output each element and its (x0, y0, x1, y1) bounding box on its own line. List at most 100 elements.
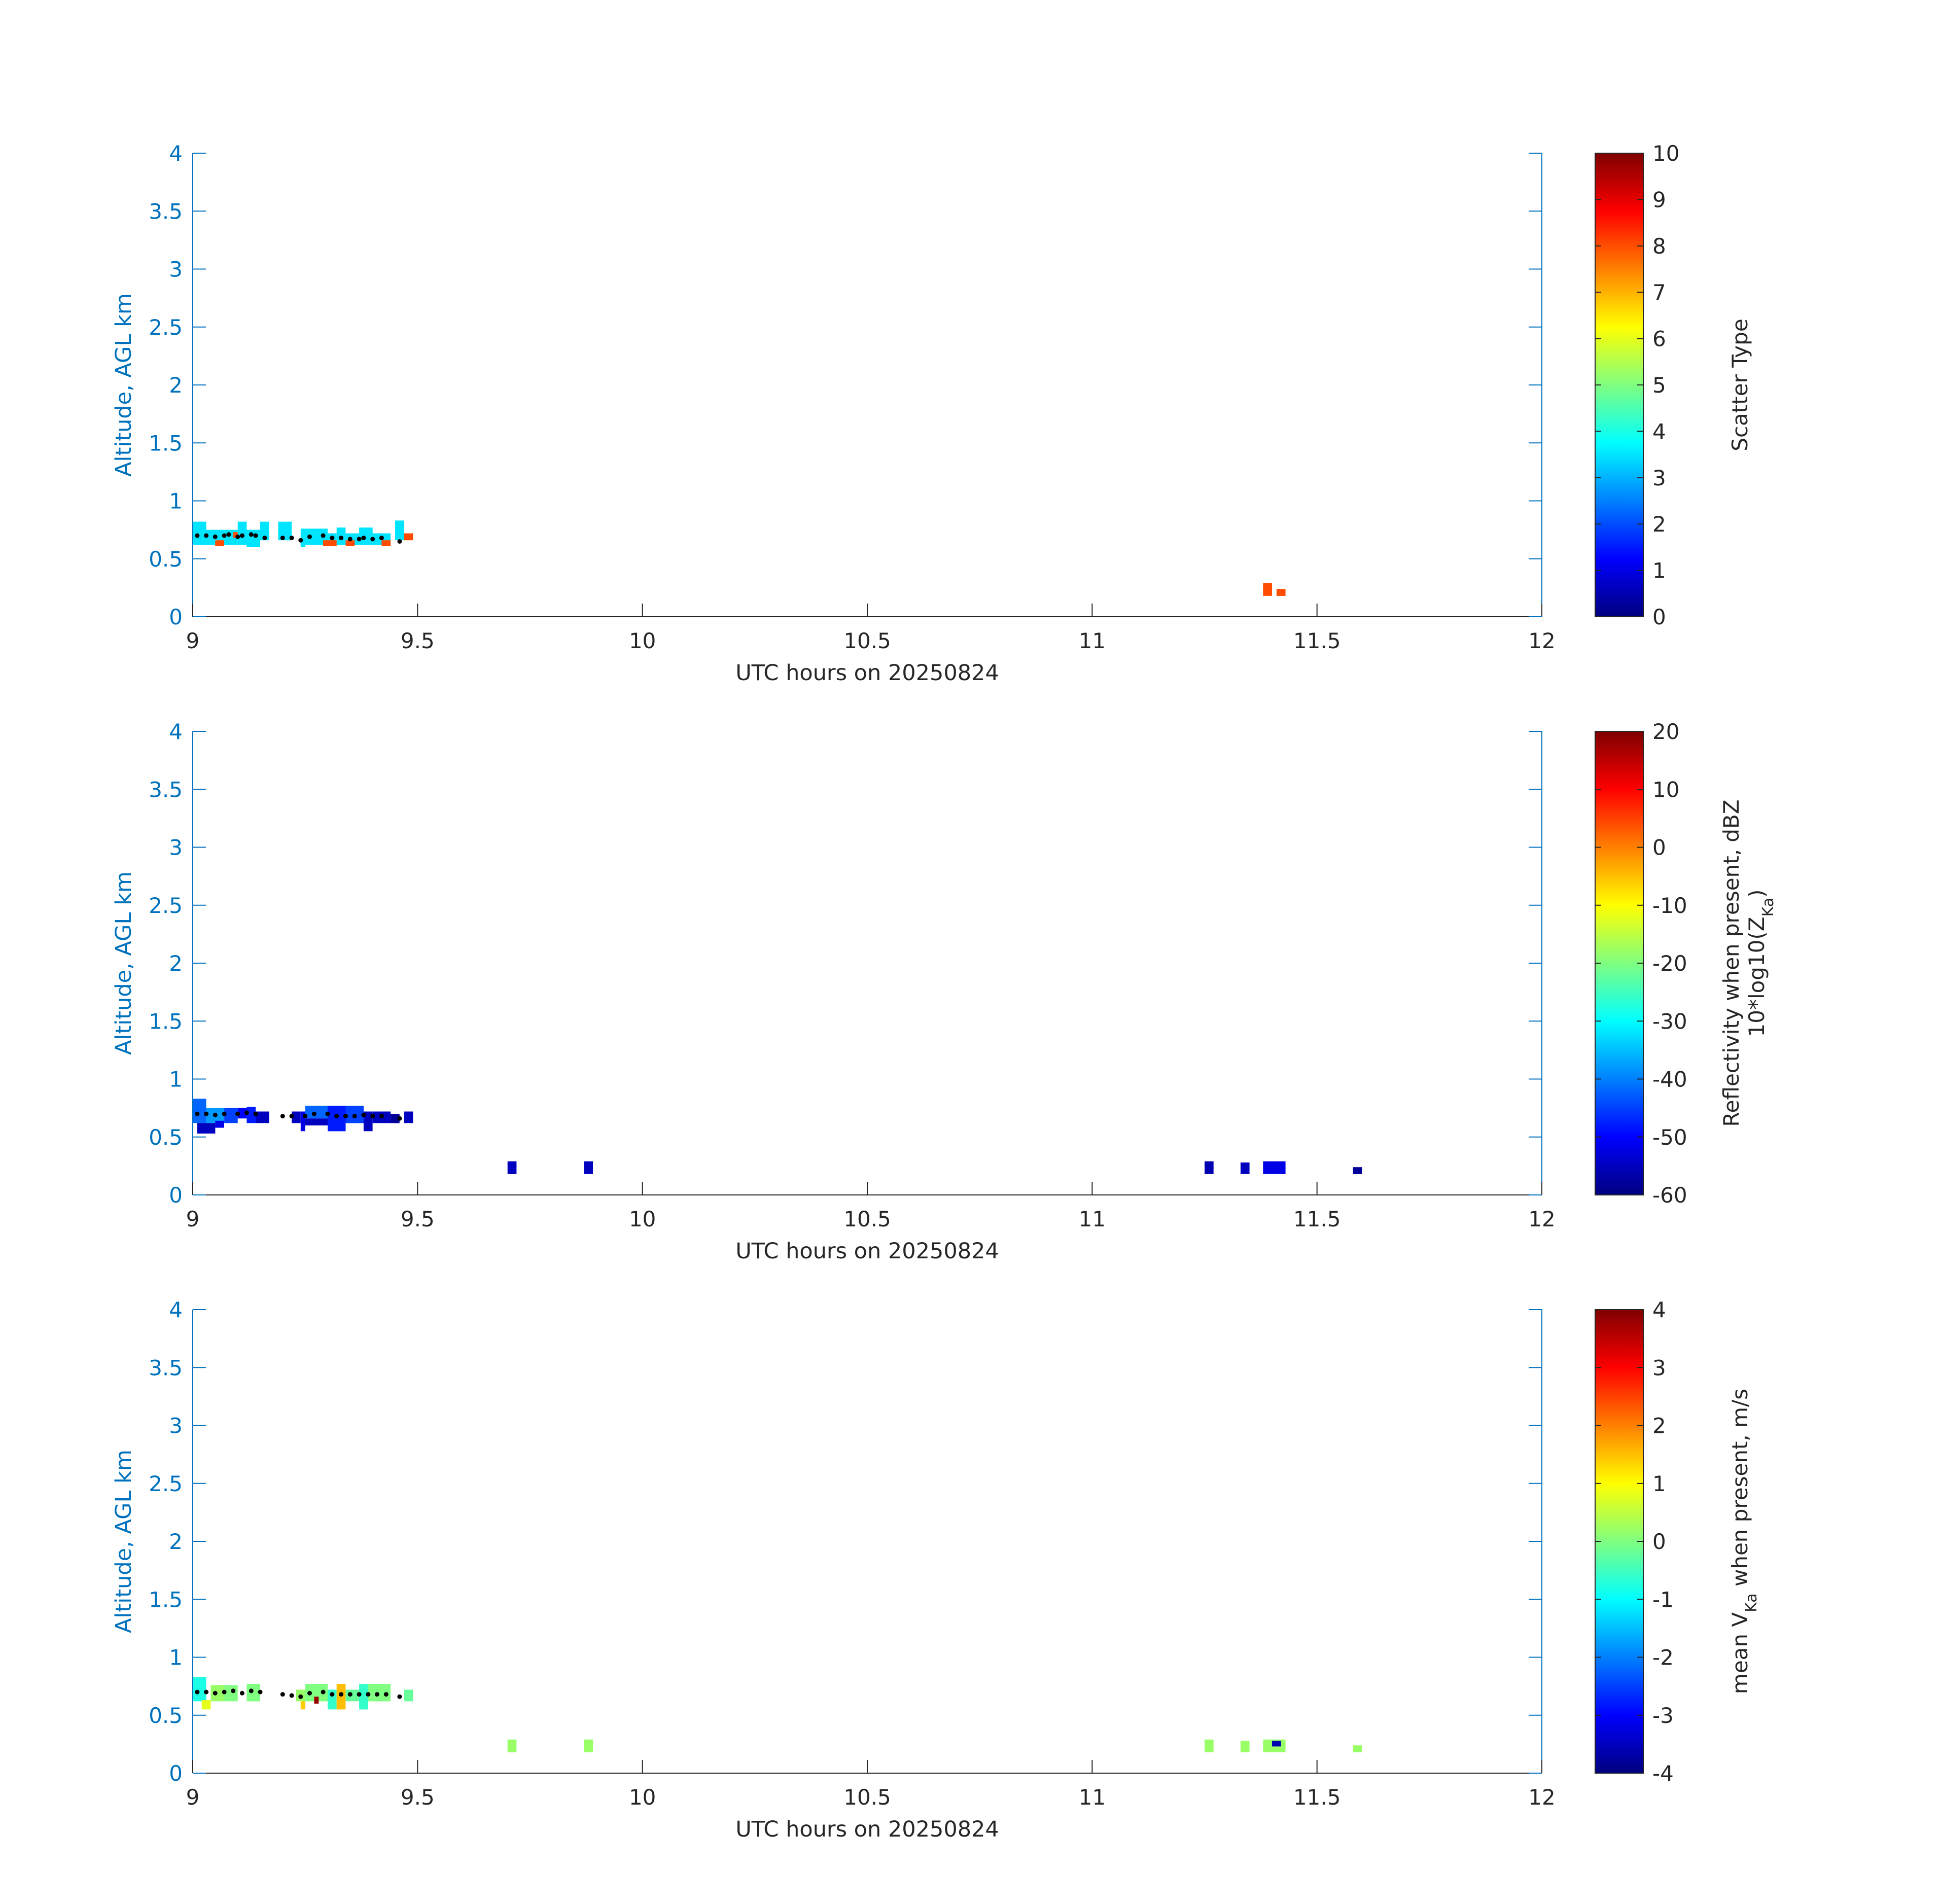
data-cell (1263, 1161, 1286, 1174)
base-marker (240, 1690, 244, 1696)
data-cell (233, 532, 238, 538)
colorbar-label: Reflectivity when present, dBZ (1719, 799, 1744, 1126)
colorbar-tick-label: 2 (1652, 1414, 1666, 1438)
y-tick-label: 1 (169, 489, 183, 514)
base-marker (347, 1692, 352, 1697)
colorbar-tick-label: -4 (1652, 1761, 1674, 1786)
y-tick-label: 4 (169, 719, 183, 744)
base-marker (379, 1114, 384, 1119)
y-tick-label: 2.5 (149, 1471, 183, 1496)
data-cell (246, 530, 260, 547)
base-marker (195, 533, 200, 538)
data-cell (314, 1697, 319, 1704)
data-cell (1240, 1162, 1250, 1174)
data-cell (404, 1111, 413, 1123)
base-marker (280, 1114, 285, 1119)
base-marker (244, 1110, 249, 1115)
base-marker (213, 534, 218, 539)
x-tick-label: 12 (1528, 1785, 1555, 1810)
y-tick-label: 3.5 (149, 777, 183, 802)
y-tick-label: 2 (169, 1529, 183, 1554)
colorbar-tick-label: -20 (1652, 951, 1687, 976)
colorbar-tick-label: -30 (1652, 1009, 1687, 1034)
colorbar-tick-label: 3 (1652, 466, 1666, 490)
data-cell (193, 1677, 206, 1702)
x-tick-label: 10.5 (843, 1785, 891, 1810)
colorbar-tick-label: -3 (1652, 1703, 1674, 1728)
base-marker (253, 533, 258, 538)
y-tick-label: 2.5 (149, 315, 183, 340)
base-marker (325, 1111, 330, 1116)
base-marker (240, 533, 244, 538)
base-marker (397, 539, 402, 544)
x-tick-label: 9 (186, 628, 200, 653)
x-tick-label: 11.5 (1293, 1785, 1341, 1810)
base-marker (366, 1692, 371, 1697)
x-tick-label: 11.5 (1293, 628, 1341, 653)
y-tick-label: 1.5 (149, 431, 183, 455)
colorbar-label: Scatter Type (1727, 319, 1752, 451)
x-axis-label: UTC hours on 20250824 (735, 660, 999, 686)
base-marker (289, 1114, 294, 1119)
y-tick-label: 3 (169, 257, 183, 282)
base-marker (222, 1111, 227, 1116)
y-tick-label: 2 (169, 373, 183, 398)
y-tick-label: 4 (169, 141, 183, 166)
base-marker (262, 536, 267, 541)
data-cell (193, 521, 206, 545)
colorbar-tick-label: 9 (1652, 187, 1666, 212)
data-cell (305, 1118, 328, 1125)
data-cell (300, 1701, 305, 1710)
y-axis-label: Altitude, AGL km (111, 871, 136, 1055)
data-cell (404, 533, 413, 541)
data-cell (246, 1107, 256, 1123)
x-tick-label: 9.5 (401, 628, 435, 653)
colorbar-tick-label: 20 (1652, 719, 1679, 744)
data-cell (363, 1111, 373, 1132)
colorbar-tick-label: 7 (1652, 280, 1666, 305)
data-cell (305, 1106, 328, 1119)
x-axis-label: UTC hours on 20250824 (735, 1239, 999, 1264)
base-marker (235, 534, 240, 539)
base-marker (298, 1694, 303, 1699)
y-tick-label: 1 (169, 1645, 183, 1670)
data-cell (507, 1739, 517, 1752)
base-marker (222, 533, 227, 538)
data-cell (404, 1689, 413, 1702)
colorbar-tick-label: 0 (1652, 605, 1666, 629)
base-marker (375, 1692, 379, 1697)
base-marker (397, 1694, 402, 1699)
data-cell (1263, 583, 1272, 596)
data-cell (359, 527, 373, 545)
base-marker (213, 1112, 218, 1117)
data-cell (215, 1120, 224, 1128)
x-tick-label: 10.5 (843, 1207, 891, 1231)
base-marker (357, 537, 362, 542)
colorbar-tick-label: 1 (1652, 558, 1666, 583)
colorbar: -4 -3 -2 -1 0 1 2 3 4 mean VKa when present, m/s (1595, 1297, 1760, 1786)
base-marker (379, 536, 384, 541)
data-cell (237, 1108, 247, 1119)
base-marker (357, 1692, 362, 1697)
data-cell (1276, 589, 1286, 596)
y-tick-label: 3.5 (149, 1355, 183, 1380)
colorbar-tick-label: 4 (1652, 419, 1666, 444)
colorbar-gradient (1595, 1309, 1644, 1774)
base-marker (258, 1689, 263, 1695)
base-marker (339, 536, 344, 541)
base-marker (347, 537, 352, 542)
y-tick-label: 0 (169, 605, 183, 629)
base-marker (204, 1111, 209, 1116)
colorbar: -60 -50 -40 -30 -20 -10 0 10 20 Reflectivity when… (1595, 719, 1777, 1208)
x-tick-label: 12 (1528, 1207, 1555, 1231)
base-marker (303, 1114, 308, 1119)
y-tick-label: 2 (169, 951, 183, 976)
data-cell (1353, 1745, 1362, 1752)
base-marker (213, 1690, 218, 1696)
base-marker (298, 538, 303, 543)
data-cell (201, 1700, 211, 1710)
